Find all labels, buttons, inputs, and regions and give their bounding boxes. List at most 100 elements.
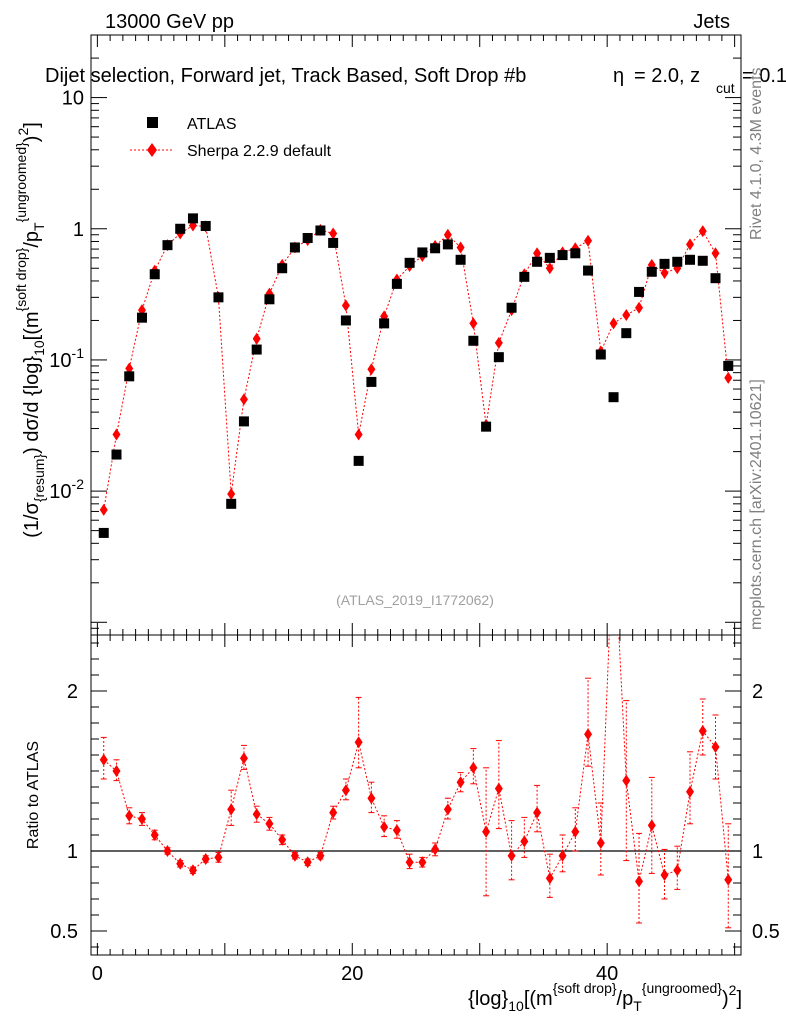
ratio-point <box>635 875 644 888</box>
ratio-point <box>405 856 414 869</box>
point-atlas <box>328 237 339 248</box>
point-atlas <box>98 527 109 538</box>
point-sherpa <box>354 428 363 441</box>
main-y-axis-label: (1/σ{resum}) dσ/d {log}10[(m{soft drop}/… <box>13 122 47 538</box>
point-atlas <box>621 328 632 339</box>
svg-text:{log}10[(m{soft drop}/pT{ungro: {log}10[(m{soft drop}/pT{ungroomed})2] <box>468 980 742 1014</box>
ratio-point <box>686 785 695 798</box>
point-atlas <box>404 257 415 268</box>
legend-mc-marker <box>147 143 157 157</box>
point-sherpa <box>443 228 452 241</box>
plot-title-tail: = 0.1 <box>742 65 786 87</box>
point-atlas <box>723 360 734 371</box>
point-atlas <box>149 269 160 280</box>
ratio-point <box>316 849 325 862</box>
point-atlas <box>277 263 288 274</box>
point-atlas <box>238 416 249 427</box>
point-atlas <box>340 315 351 326</box>
plot-title-cut: cut <box>716 80 735 96</box>
point-atlas <box>544 252 555 263</box>
legend-mc-label: Sherpa 2.2.9 default <box>187 143 332 160</box>
rivet-label: Rivet 4.1.0, 4.3M events <box>748 67 765 240</box>
ratio-point <box>711 741 720 753</box>
point-sherpa <box>469 317 478 330</box>
point-atlas <box>442 239 453 250</box>
ratio-point <box>469 761 478 774</box>
point-atlas <box>532 256 543 267</box>
ratio-point <box>494 782 503 795</box>
point-sherpa <box>239 393 248 406</box>
ratio-point <box>188 864 197 877</box>
ratio-series-line <box>103 635 729 882</box>
svg-text:(1/σ{resum}) dσ/d {log}10[(m{s: (1/σ{resum}) dσ/d {log}10[(m{soft drop}/… <box>13 122 47 538</box>
series-line-sherpa <box>103 224 729 510</box>
point-atlas <box>366 376 377 387</box>
point-sherpa <box>112 428 121 441</box>
ratio-point <box>724 873 733 886</box>
ratio-axis-ticks: 0 20 40 0.5 0.5 1 1 2 2 <box>50 635 780 985</box>
point-atlas <box>391 278 402 289</box>
ratio-point <box>584 728 593 741</box>
point-sherpa <box>329 227 338 240</box>
ratio-y-tick-label: 0.5 <box>50 921 78 943</box>
ratio-point <box>392 824 401 837</box>
ratio-point <box>533 806 542 819</box>
point-atlas <box>200 220 211 231</box>
ratio-point <box>660 869 669 881</box>
point-atlas <box>379 318 390 329</box>
point-atlas <box>226 498 237 509</box>
ratio-point <box>558 849 567 862</box>
ratio-point <box>112 765 121 777</box>
ratio-point <box>367 792 376 805</box>
ratio-point <box>137 813 146 825</box>
point-sherpa <box>584 234 593 247</box>
legend-data-label: ATLAS <box>187 116 237 133</box>
ratio-point <box>673 864 682 877</box>
point-sherpa <box>252 332 261 345</box>
y-tick-label: 1 <box>73 219 84 241</box>
point-atlas <box>659 258 670 269</box>
point-atlas <box>608 392 619 403</box>
point-atlas <box>187 213 198 224</box>
ratio-point <box>647 819 656 832</box>
point-atlas <box>251 344 262 355</box>
point-sherpa <box>711 247 720 260</box>
main-axis-ticks: 10-2 10-1 1 10 <box>49 34 741 636</box>
ratio-point <box>239 752 248 765</box>
plot-title-main: Dijet selection, Forward jet, Track Base… <box>45 65 526 87</box>
point-sherpa <box>227 488 236 501</box>
point-sherpa <box>494 336 503 349</box>
point-atlas <box>430 243 441 254</box>
ratio-point <box>418 856 427 869</box>
point-atlas <box>646 266 657 277</box>
point-atlas <box>697 255 708 266</box>
point-atlas <box>289 242 300 253</box>
ratio-point <box>520 835 529 848</box>
plot-title-eta: η <box>613 65 624 87</box>
ratio-y-axis-label: Ratio to ATLAS <box>25 741 42 849</box>
ratio-point <box>622 774 631 787</box>
point-atlas <box>570 248 581 259</box>
plot-title-param: = 2.0, z <box>634 65 700 87</box>
point-atlas <box>468 335 479 346</box>
point-atlas <box>506 302 517 313</box>
point-sherpa <box>545 262 554 275</box>
point-sherpa <box>533 247 542 260</box>
ratio-point <box>596 837 605 849</box>
point-sherpa <box>609 317 618 330</box>
point-atlas <box>111 449 122 460</box>
ratio-point <box>341 784 350 797</box>
point-sherpa <box>660 266 669 279</box>
x-tick-label: 0 <box>92 963 103 985</box>
ratio-point <box>99 753 108 766</box>
point-atlas <box>124 371 135 382</box>
ratio-point <box>163 845 172 857</box>
point-sherpa <box>622 309 631 322</box>
point-atlas <box>302 233 313 244</box>
point-atlas <box>264 294 275 305</box>
point-atlas <box>583 265 594 276</box>
point-sherpa <box>367 363 376 376</box>
main-plot-area <box>98 213 734 538</box>
point-sherpa <box>341 299 350 312</box>
plot-title: Dijet selection, Forward jet, Track Base… <box>45 65 526 87</box>
